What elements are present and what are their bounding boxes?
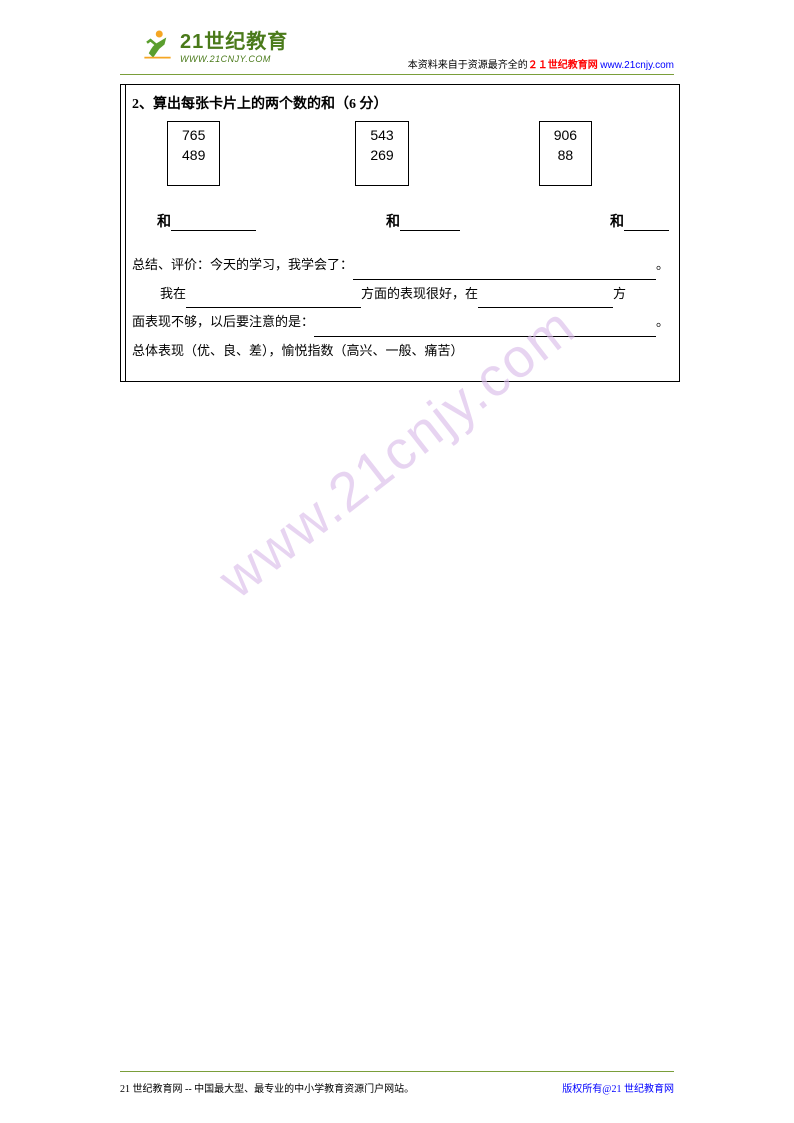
card-3: 906 88 <box>539 121 592 186</box>
main-content-cell: 2、算出每张卡片上的两个数的和（6 分） 765 489 543 269 906… <box>126 85 680 382</box>
tagline-brand: ２１世纪教育网 <box>528 60 598 71</box>
blank-underline[interactable] <box>353 264 656 280</box>
summary-line-4: 总体表现（优、良、差），愉悦指数（高兴、一般、痛苦） <box>132 337 669 366</box>
summary-end: 。 <box>656 251 669 280</box>
logo-text: 21世纪教育 WWW.21CNJY.COM <box>180 25 288 64</box>
blank-underline[interactable] <box>478 292 613 308</box>
footer-left: 21 世纪教育网 -- 中国最大型、最专业的中小学教育资源门户网站。 <box>120 1080 414 1095</box>
sum-row: 和 和 和 <box>132 211 669 231</box>
sum-blank-2: 和 <box>386 211 460 231</box>
summary-end: 。 <box>656 308 669 337</box>
sum-label: 和 <box>610 211 624 231</box>
cards-row: 765 489 543 269 906 88 <box>132 121 669 186</box>
blank-underline[interactable] <box>400 215 460 231</box>
card-number: 88 <box>554 146 577 166</box>
card-1: 765 489 <box>167 121 220 186</box>
card-number: 906 <box>554 126 577 146</box>
summary-line-2: 我在 方面的表现很好，在 方 <box>132 280 669 309</box>
sum-blank-1: 和 <box>157 211 256 231</box>
header-tagline: 本资料来自于资源最齐全的２１世纪教育网 www.21cnjy.com <box>408 56 674 71</box>
card-number: 543 <box>370 126 393 146</box>
summary-text: 方 <box>613 280 626 309</box>
sum-label: 和 <box>386 211 400 231</box>
summary-text: 面表现不够，以后要注意的是： <box>132 308 314 337</box>
summary-line-3: 面表现不够，以后要注意的是： 。 <box>132 308 669 337</box>
tagline-url: www.21cnjy.com <box>600 60 674 71</box>
summary-text: 方面的表现很好，在 <box>361 280 478 309</box>
logo-sub-text: WWW.21CNJY.COM <box>180 54 288 64</box>
card-number: 489 <box>182 146 205 166</box>
card-2: 543 269 <box>355 121 408 186</box>
blank-underline[interactable] <box>186 292 361 308</box>
summary-line-1: 总结、评价：今天的学习，我学会了： 。 <box>132 251 669 280</box>
card-number: 765 <box>182 126 205 146</box>
question-title: 2、算出每张卡片上的两个数的和（6 分） <box>132 93 669 113</box>
blank-underline[interactable] <box>171 215 256 231</box>
blank-underline[interactable] <box>624 215 669 231</box>
content-table: 2、算出每张卡片上的两个数的和（6 分） 765 489 543 269 906… <box>120 84 680 382</box>
summary-text: 总体表现（优、良、差），愉悦指数（高兴、一般、痛苦） <box>132 337 464 366</box>
card-number: 269 <box>370 146 393 166</box>
sum-blank-3: 和 <box>610 211 669 231</box>
summary-text: 总结、评价：今天的学习，我学会了： <box>132 251 353 280</box>
logo: 21世纪教育 WWW.21CNJY.COM <box>140 25 288 64</box>
runner-icon <box>140 27 175 62</box>
blank-underline[interactable] <box>314 321 656 337</box>
page-header: 21世纪教育 WWW.21CNJY.COM 本资料来自于资源最齐全的２１世纪教育… <box>120 25 674 75</box>
sum-label: 和 <box>157 211 171 231</box>
tagline-text: 本资料来自于资源最齐全的 <box>408 60 528 71</box>
logo-main-text: 21世纪教育 <box>180 25 288 54</box>
page-footer: 21 世纪教育网 -- 中国最大型、最专业的中小学教育资源门户网站。 版权所有@… <box>120 1071 674 1095</box>
footer-right: 版权所有@21 世纪教育网 <box>562 1080 674 1095</box>
summary-text: 我在 <box>160 280 186 309</box>
